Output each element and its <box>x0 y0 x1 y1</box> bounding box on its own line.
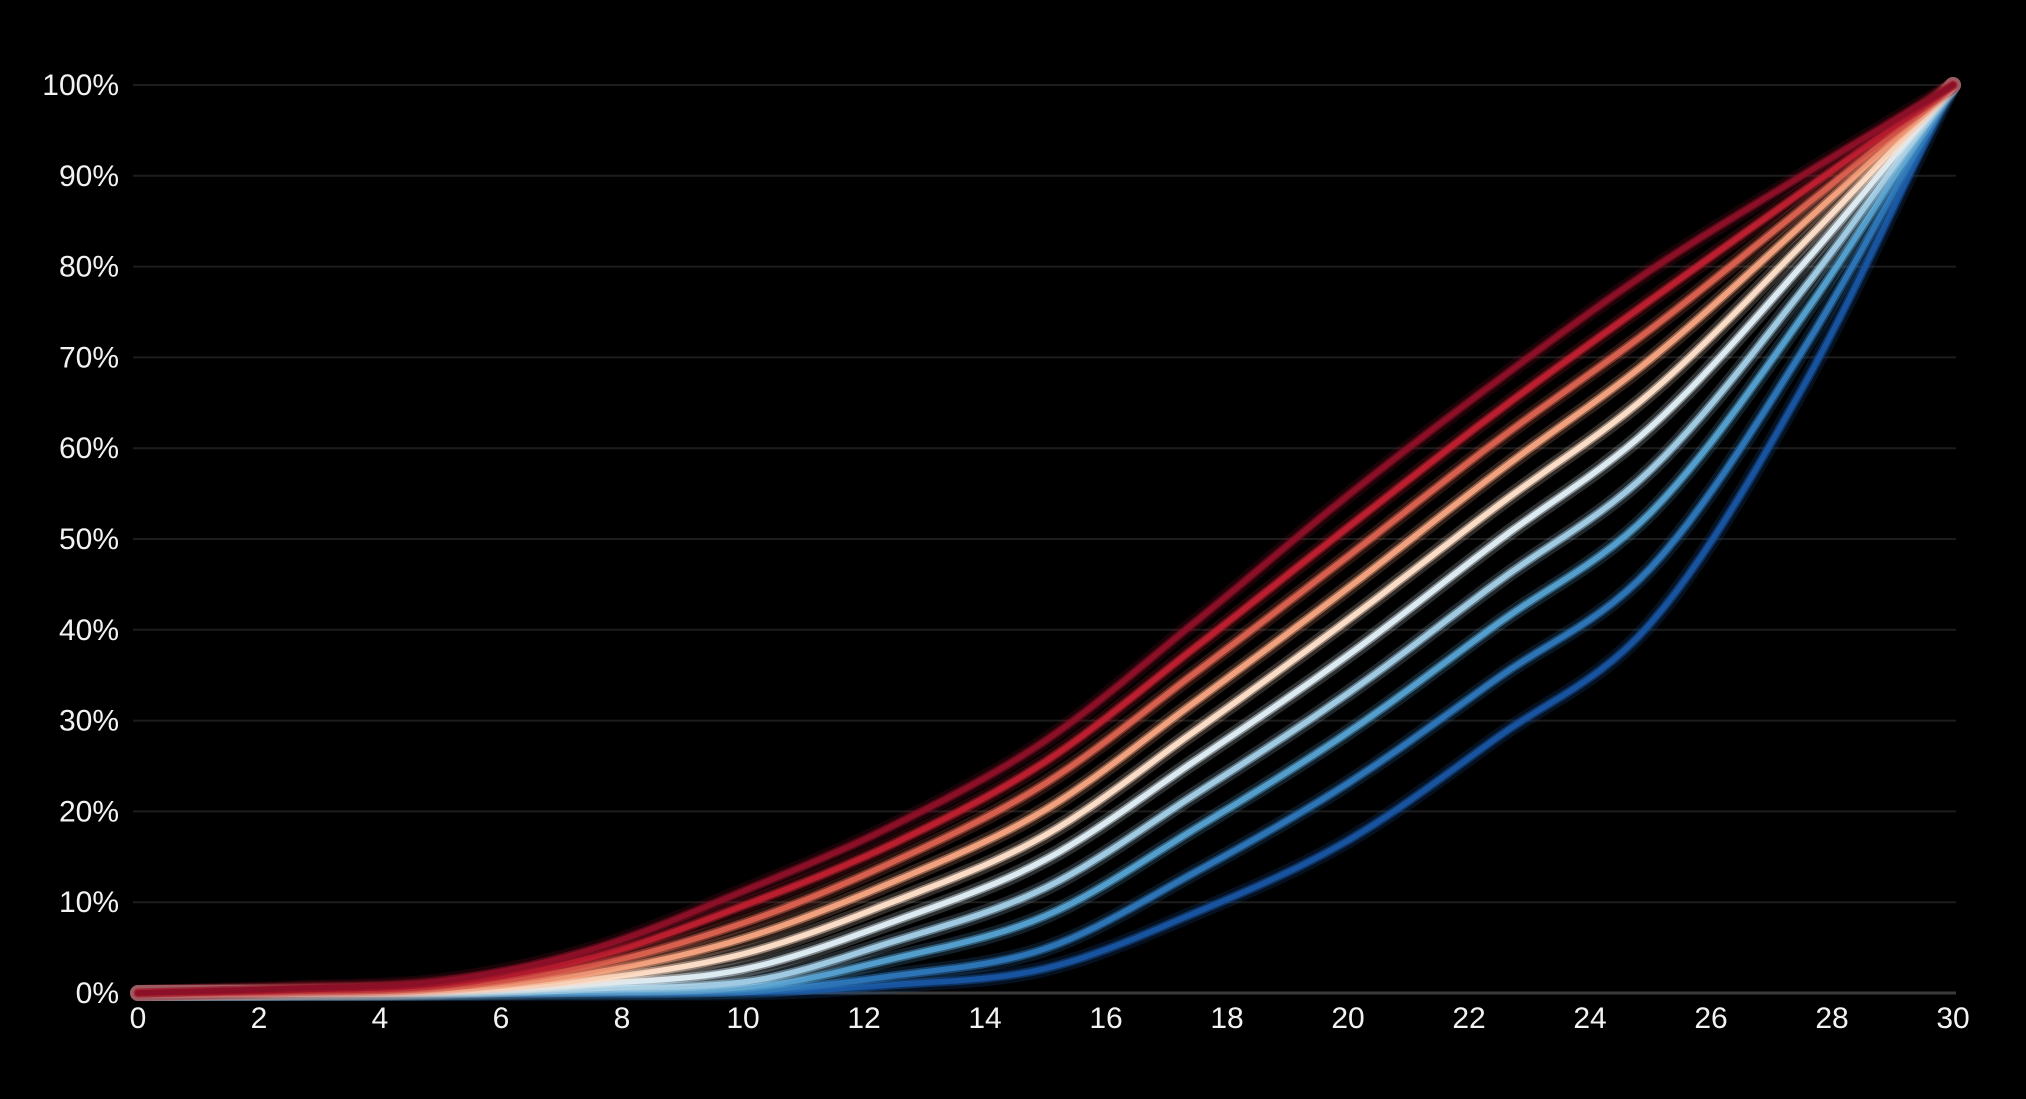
y-tick-label-50%: 50% <box>59 523 119 556</box>
x-axis-tick-labels: 0 2 4 6 8 10 12 14 16 18 20 22 24 26 28 30 <box>130 1002 1970 1035</box>
gridlines <box>133 84 1956 995</box>
x-tick-label-2: 2 <box>251 1002 268 1035</box>
x-tick-label-20: 20 <box>1331 1002 1364 1035</box>
x-tick-label-8: 8 <box>614 1002 631 1035</box>
y-tick-label-100%: 100% <box>42 69 119 102</box>
x-tick-label-14: 14 <box>968 1002 1001 1035</box>
y-tick-label-70%: 70% <box>59 341 119 374</box>
y-tick-label-10%: 10% <box>59 886 119 919</box>
y-axis-tick-labels: 0% 10% 20% 30% 40% 50% 60% 70% 80% 90% 100% <box>42 69 119 1010</box>
y-tick-label-0%: 0% <box>76 977 119 1010</box>
y-tick-label-30%: 30% <box>59 705 119 738</box>
curve-01-dark-red <box>130 77 1961 1001</box>
x-tick-label-18: 18 <box>1210 1002 1243 1035</box>
y-tick-label-60%: 60% <box>59 432 119 465</box>
x-tick-label-16: 16 <box>1089 1002 1122 1035</box>
x-tick-label-28: 28 <box>1815 1002 1848 1035</box>
x-tick-label-4: 4 <box>372 1002 389 1035</box>
x-tick-label-26: 26 <box>1694 1002 1727 1035</box>
x-tick-label-22: 22 <box>1452 1002 1485 1035</box>
y-tick-label-80%: 80% <box>59 251 119 284</box>
x-tick-label-6: 6 <box>493 1002 510 1035</box>
y-tick-label-20%: 20% <box>59 795 119 828</box>
x-tick-label-0: 0 <box>130 1002 147 1035</box>
x-tick-label-10: 10 <box>726 1002 759 1035</box>
x-tick-label-12: 12 <box>847 1002 880 1035</box>
x-tick-label-24: 24 <box>1573 1002 1606 1035</box>
y-tick-label-40%: 40% <box>59 614 119 647</box>
curve-series <box>130 77 1961 1001</box>
y-tick-label-90%: 90% <box>59 160 119 193</box>
x-tick-label-30: 30 <box>1936 1002 1969 1035</box>
